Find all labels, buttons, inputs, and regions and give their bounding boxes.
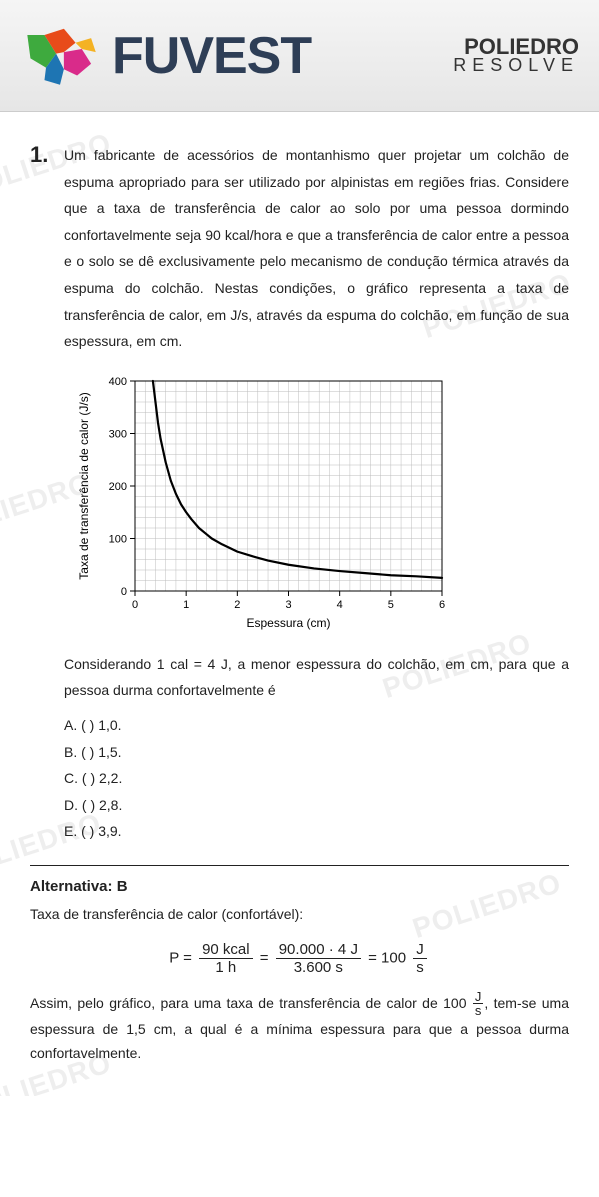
- formula-lhs: P =: [169, 949, 192, 966]
- svg-text:0: 0: [121, 586, 127, 598]
- poliedro-line1: POLIEDRO: [453, 37, 579, 58]
- svg-text:5: 5: [388, 599, 394, 611]
- svg-text:Espessura (cm): Espessura (cm): [246, 616, 330, 630]
- formula-frac-1: 90 kcal 1 h: [199, 941, 253, 976]
- svg-text:3: 3: [285, 599, 291, 611]
- svg-text:4: 4: [337, 599, 343, 611]
- separator: [30, 865, 569, 866]
- heat-transfer-chart: 0 1 2 3 4 5 6 0 100 200 300 400 Espessura (cm) Taxa d…: [70, 373, 450, 633]
- svg-text:Taxa de transferência de calor: Taxa de transferência de calor (J/s): [77, 392, 91, 579]
- answer-formula: P = 90 kcal 1 h = 90.000 · 4 J 3.600 s =…: [30, 941, 569, 976]
- option-c: C. ( ) 2,2.: [64, 765, 569, 792]
- page-content: 1. Um fabricante de acessórios de montan…: [0, 112, 599, 1096]
- question-number: 1.: [30, 142, 64, 355]
- answer-label: Alternativa: B: [30, 878, 569, 895]
- poliedro-line2: RESOLVE: [453, 57, 579, 74]
- formula-eq1: =: [260, 949, 269, 966]
- option-d: D. ( ) 2,8.: [64, 792, 569, 819]
- svg-text:6: 6: [439, 599, 445, 611]
- option-b: B. ( ) 1,5.: [64, 739, 569, 766]
- svg-text:200: 200: [109, 481, 127, 493]
- svg-text:400: 400: [109, 376, 127, 388]
- formula-unit: J s: [413, 941, 427, 976]
- svg-text:2: 2: [234, 599, 240, 611]
- svg-text:300: 300: [109, 428, 127, 440]
- formula-frac-2: 90.000 · 4 J 3.600 s: [276, 941, 361, 976]
- vest-logo-icon: [20, 21, 100, 91]
- answer-intro: Taxa de transferência de calor (confortá…: [30, 903, 569, 927]
- page-header: FUVEST POLIEDRO RESOLVE: [0, 0, 599, 112]
- svg-text:100: 100: [109, 533, 127, 545]
- answer-conclusion: Assim, pelo gráfico, para uma taxa de tr…: [30, 990, 569, 1066]
- options-list: A. ( ) 1,0. B. ( ) 1,5. C. ( ) 2,2. D. (…: [64, 712, 569, 845]
- chart-container: 0 1 2 3 4 5 6 0 100 200 300 400 Espessura (cm) Taxa d…: [70, 373, 569, 633]
- poliedro-logo-text: POLIEDRO RESOLVE: [453, 37, 579, 75]
- option-e: E. ( ) 3,9.: [64, 818, 569, 845]
- option-a: A. ( ) 1,0.: [64, 712, 569, 739]
- svg-text:0: 0: [132, 599, 138, 611]
- svg-text:1: 1: [183, 599, 189, 611]
- inline-unit-frac: J s: [473, 990, 484, 1018]
- formula-eq2: = 100: [368, 949, 406, 966]
- question-text: Um fabricante de acessórios de montanhis…: [64, 142, 569, 355]
- fuvest-title: FUVEST: [112, 26, 311, 86]
- question-after-chart: Considerando 1 cal = 4 J, a menor espess…: [64, 651, 569, 704]
